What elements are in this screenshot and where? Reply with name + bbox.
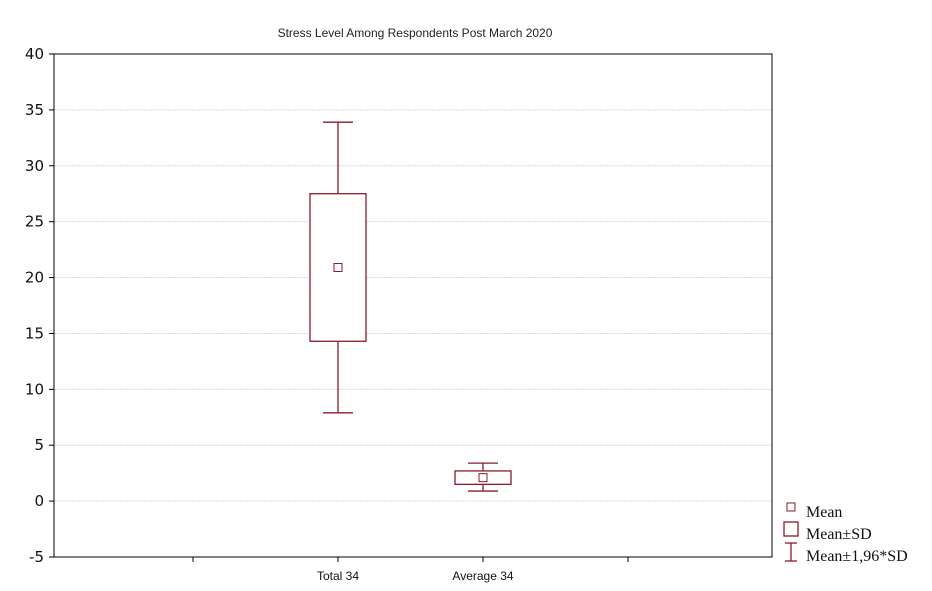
y-tick-label: 30 [25, 157, 44, 175]
y-tick-label: 0 [34, 492, 44, 510]
x-tick-label: Average 34 [452, 569, 513, 583]
y-tick-label: 35 [25, 101, 44, 119]
x-tick-label: Total 34 [317, 569, 359, 583]
legend-label: Mean±SD [806, 526, 872, 543]
legend-label: Mean±1,96*SD [806, 548, 908, 565]
y-tick-label: 20 [25, 269, 44, 287]
legend-label: Mean [806, 504, 842, 521]
y-tick-label: 5 [34, 436, 44, 454]
y-tick-label: 15 [25, 324, 44, 342]
chart-title: Stress Level Among Respondents Post Marc… [278, 26, 553, 40]
y-tick-label: 10 [25, 380, 44, 398]
y-tick-label: -5 [29, 548, 44, 566]
legend-mean-icon [787, 503, 795, 511]
mean-marker [334, 263, 342, 271]
y-tick-label: 25 [25, 213, 44, 231]
y-tick-label: 40 [25, 45, 44, 63]
mean-marker [479, 474, 487, 482]
legend-sd-icon [784, 522, 798, 536]
